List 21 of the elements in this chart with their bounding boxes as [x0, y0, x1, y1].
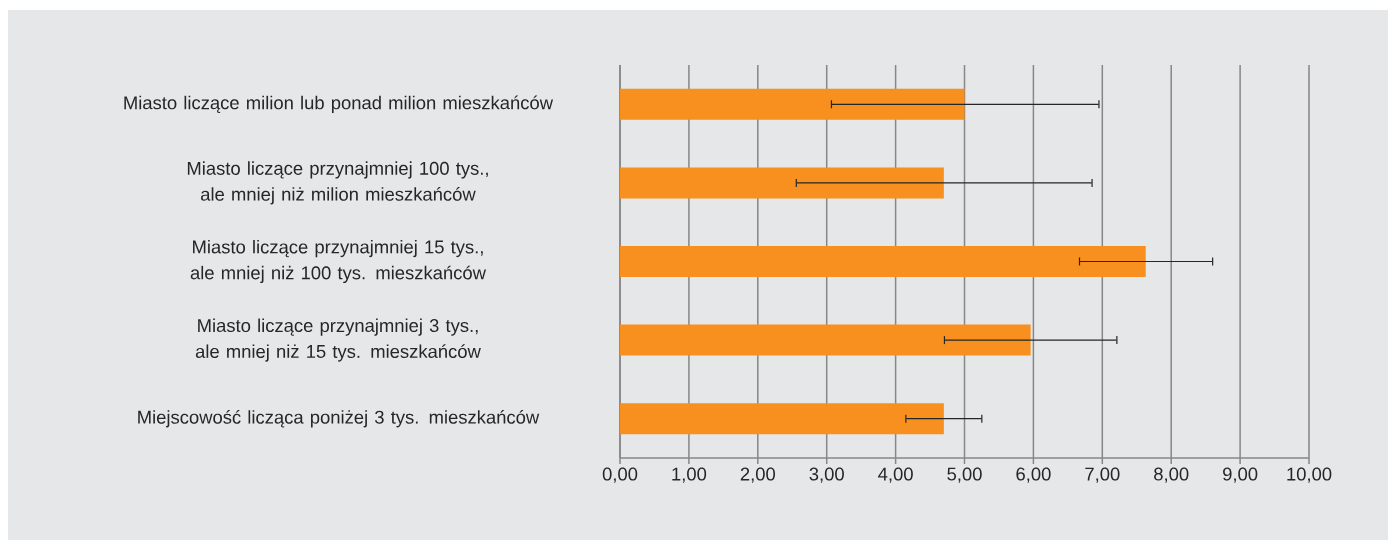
bar	[620, 403, 944, 435]
y-tick-label: Miasto liczące przynajmniej 3 tys., ale mniej niż 15 tys. mieszkańców	[195, 318, 481, 362]
bar	[620, 324, 1031, 356]
x-tick-label: 10,00	[1287, 467, 1332, 483]
x-tick-label: 5,00	[947, 467, 982, 483]
y-tick-label: Miasto liczące przynajmniej 15 tys., ale mniej niż 100 tys. mieszkańców	[190, 239, 487, 284]
bar	[620, 245, 1146, 277]
bar	[620, 167, 944, 199]
x-tick-label: 2,00	[740, 467, 776, 483]
y-tick-label: Miasto liczące przynajmniej 100 tys., ale mniej niż milion mieszkańców	[187, 161, 488, 205]
x-tick-label: 0,00	[602, 467, 638, 483]
y-tick-label: Miasto liczące milion lub ponad milion mieszkańców	[124, 95, 554, 113]
x-tick-label: 8,00	[1154, 467, 1189, 483]
x-tick-label: 3,00	[809, 467, 844, 483]
x-tick-label: 1,00	[672, 467, 707, 483]
x-tick-label: 4,00	[878, 467, 913, 483]
x-tick-label: 9,00	[1223, 467, 1258, 483]
x-tick-label: 6,00	[1016, 467, 1051, 483]
x-tick-label: 7,00	[1085, 467, 1120, 483]
y-tick-label: Miejscowość licząca poniżej 3 tys. mieszkańców	[138, 409, 540, 428]
bar	[620, 88, 965, 120]
